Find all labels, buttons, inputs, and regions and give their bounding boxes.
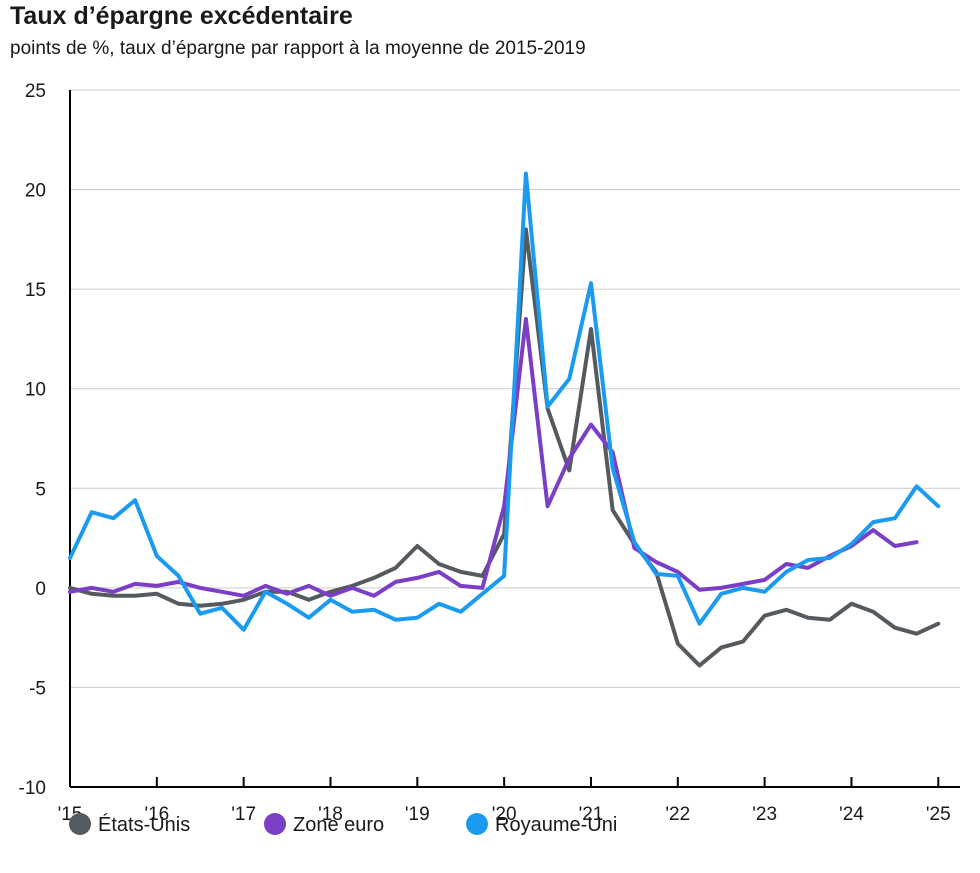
x-tick-label: '25 [926, 804, 951, 825]
legend-marker [69, 813, 91, 835]
legend-label: États-Unis [98, 813, 190, 836]
legend-marker [466, 813, 488, 835]
y-tick-label: 25 [25, 81, 46, 102]
series-line-2 [68, 317, 919, 598]
series-line-3 [68, 171, 941, 632]
y-tick-label: -10 [19, 778, 46, 799]
legend-marker [264, 813, 286, 835]
y-tick-label: 20 [25, 181, 46, 202]
y-tick-label: -5 [29, 678, 46, 699]
x-tick-label: '20 [492, 804, 517, 825]
grid-lines [70, 89, 960, 688]
legend-label: Royaume-Uni [495, 814, 617, 836]
y-tick-label: 5 [35, 479, 46, 500]
x-tick-label: '19 [405, 804, 430, 825]
x-tick-label: '18 [318, 804, 343, 825]
y-tick-label: 10 [25, 380, 46, 401]
y-tick-label: 0 [35, 579, 46, 600]
x-tick-label: '16 [144, 804, 169, 825]
x-tick-label: '21 [579, 804, 604, 825]
y-tick-label: 15 [25, 280, 46, 301]
legend: États-Unis Zone euro Royaume-Uni [69, 813, 617, 836]
chart-subtitle: points de %, taux d’épargne par rapport … [10, 38, 586, 59]
legend-label: Zone euro [293, 814, 384, 836]
x-tick-label: '22 [665, 804, 690, 825]
x-tick-label: '24 [839, 804, 864, 825]
series-line-1 [68, 227, 941, 668]
chart-title: Taux d’épargne excédentaire [10, 2, 353, 30]
x-tick-label: '23 [752, 804, 777, 825]
x-tick-label: '17 [231, 804, 256, 825]
series-lines [68, 171, 941, 668]
